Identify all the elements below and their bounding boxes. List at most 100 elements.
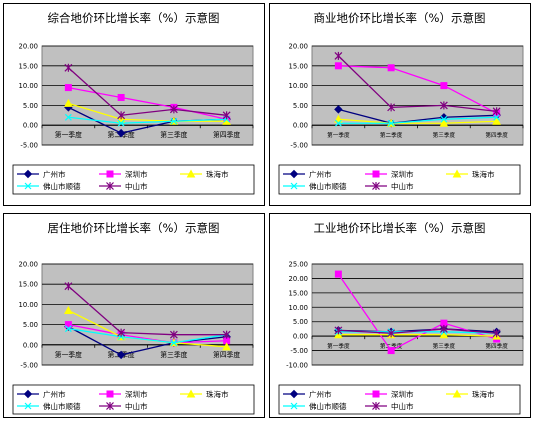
chart-4-data-point [334,330,343,339]
chart-4-legend-label: 深圳市 [391,389,414,399]
chart-4-data-point [387,347,395,355]
chart-1-legend-marker [24,182,32,190]
chart-1-legend-label: 广州市 [43,169,66,179]
chart-3-legend-marker [23,389,33,399]
chart-4-title: 工业地价环比增长率（%）示意图 [314,221,486,235]
chart-3-legend-marker [24,402,32,410]
chart-2-data-point [492,107,501,116]
chart-3-y-tick-label: 0.00 [23,341,38,349]
chart-4-legend-label: 珠海市 [472,389,495,399]
chart-2-x-tick-label: 第四季度 [485,131,508,139]
chart-4-data-point [439,330,449,339]
chart-4-legend-item: 中山市 [365,401,414,411]
chart-2-legend-marker [289,169,299,179]
chart-1-data-point-stroke-b [64,113,72,121]
chart-3-y-tick-label: 15.00 [19,281,38,289]
chart-2-data-point [334,62,342,70]
chart-1-x-tick-label: 第四季度 [213,130,240,139]
chart-3-legend [12,384,255,415]
chart-3-x-tick-label: 第三季度 [160,350,187,359]
chart-1-data-point [64,84,72,92]
chart-4-legend-label: 广州市 [309,389,332,399]
chart-2-data-point [439,101,448,110]
chart-4-plot-area [311,263,524,366]
chart-2-legend-item: 佛山市顺德 [283,181,347,191]
chart-4-legend [278,384,521,415]
chart-4-y-tick-label: -5.00 [290,347,308,355]
chart-4-y-tick-label: 25.00 [289,261,308,269]
chart-4-data-point [439,324,448,333]
chart-1-data-point [222,111,231,120]
chart-4-legend-item: 珠海市 [446,389,495,399]
chart-1-data-point [117,119,125,127]
chart-1-legend-marker [106,170,114,178]
chart-2-series-line [337,55,497,112]
chart-2-legend-label: 深圳市 [391,169,414,179]
chart-2-title: 商业地价环比增长率（%）示意图 [314,11,486,25]
chart-4-legend-marker [289,389,299,399]
chart-3-y-tick-label: 5.00 [23,321,38,329]
chart-3-y-tick-label: 10.00 [19,301,38,309]
chart-2-y-tick-label: 10.00 [289,82,308,90]
chart-2-legend-label: 佛山市顺德 [309,181,347,191]
chart-2-series-line [338,116,497,124]
chart-2-data-point [493,113,501,121]
chart-2-legend-marker [290,182,298,190]
chart-4-x-tick-label: 第三季度 [433,342,456,350]
chart-4-x-tick-label: 第二季度 [380,342,403,350]
chart-2-legend-item: 广州市 [283,169,332,179]
chart-2-data-point [440,115,448,123]
chart-1-legend-label: 中山市 [125,181,148,191]
chart-3-legend-marker [186,389,196,398]
chart-2-x-tick-label: 第二季度 [380,131,403,139]
chart-3-data-point [222,330,231,339]
chart-2-series-line [338,108,497,124]
chart-2-y-tick-label: 0.00 [293,122,308,130]
chart-2-legend-marker [452,169,462,178]
chart-1-series-line [67,67,227,116]
chart-3-legend-item: 佛山市顺德 [17,401,81,411]
chart-3-legend-item: 深圳市 [99,389,148,399]
chart-4-legend-marker [372,402,380,410]
chart-4-x-tick-label: 第一季度 [327,342,350,350]
chart-3-legend-label: 广州市 [43,389,66,399]
chart-4-data-point [492,329,501,338]
chart-2-legend-item: 珠海市 [446,169,495,179]
chart-4-y-tick-label: 15.00 [289,289,308,297]
chart-1-data-point [64,113,72,121]
chart-2-plot-area [311,45,524,146]
chart-3-legend-marker-stroke-b [24,402,32,410]
chart-3-y-tick-label: -5.00 [20,362,38,370]
chart-1-data-point [117,93,125,101]
chart-4-legend-label: 中山市 [391,401,414,411]
chart-2-data-point [439,118,449,127]
chart-3-legend-label: 中山市 [125,401,148,411]
chart-2-data-point [440,82,448,90]
chart-4-legend-marker [372,390,380,398]
chart-2: 商业地价环比增长率（%）示意图 20.00 15.00 10.00 5.00 0.00 -5… [269,3,531,206]
chart-2-legend-item: 深圳市 [365,169,414,179]
chart-3-legend-label: 珠海市 [206,389,229,399]
chart-3-legend-label: 深圳市 [125,389,148,399]
chart-3-data-point [222,342,231,351]
chart-1-y-tick-label: 5.00 [23,102,38,110]
chart-2-y-tick-label: -5.00 [290,142,308,150]
chart-3-series-line [68,327,227,344]
chart-2-data-point-stroke-b [493,113,501,121]
chart-1-y-tick-label: 20.00 [19,43,38,51]
chart-3-data-point [169,330,178,339]
chart-1-legend-item: 深圳市 [99,169,148,179]
chart-1: 综合地价环比增长率（%）示意图 20.00 15.00 10.00 5.00 0.00 -5… [3,3,265,206]
chart-1-data-point-stroke-b [170,117,178,125]
chart-2-legend-label: 中山市 [391,181,414,191]
chart-3-y-tick-label: 20.00 [19,261,38,269]
chart-4-y-tick-label: 5.00 [293,318,308,326]
chart-1-series-line [68,116,227,124]
chart-1-series-line [68,102,227,122]
chart-2-series-4 [334,113,501,127]
chart-1-title: 综合地价环比增长率（%）示意图 [48,11,220,25]
chart-3-legend-marker [106,402,114,410]
chart-2-data-point [387,119,395,127]
